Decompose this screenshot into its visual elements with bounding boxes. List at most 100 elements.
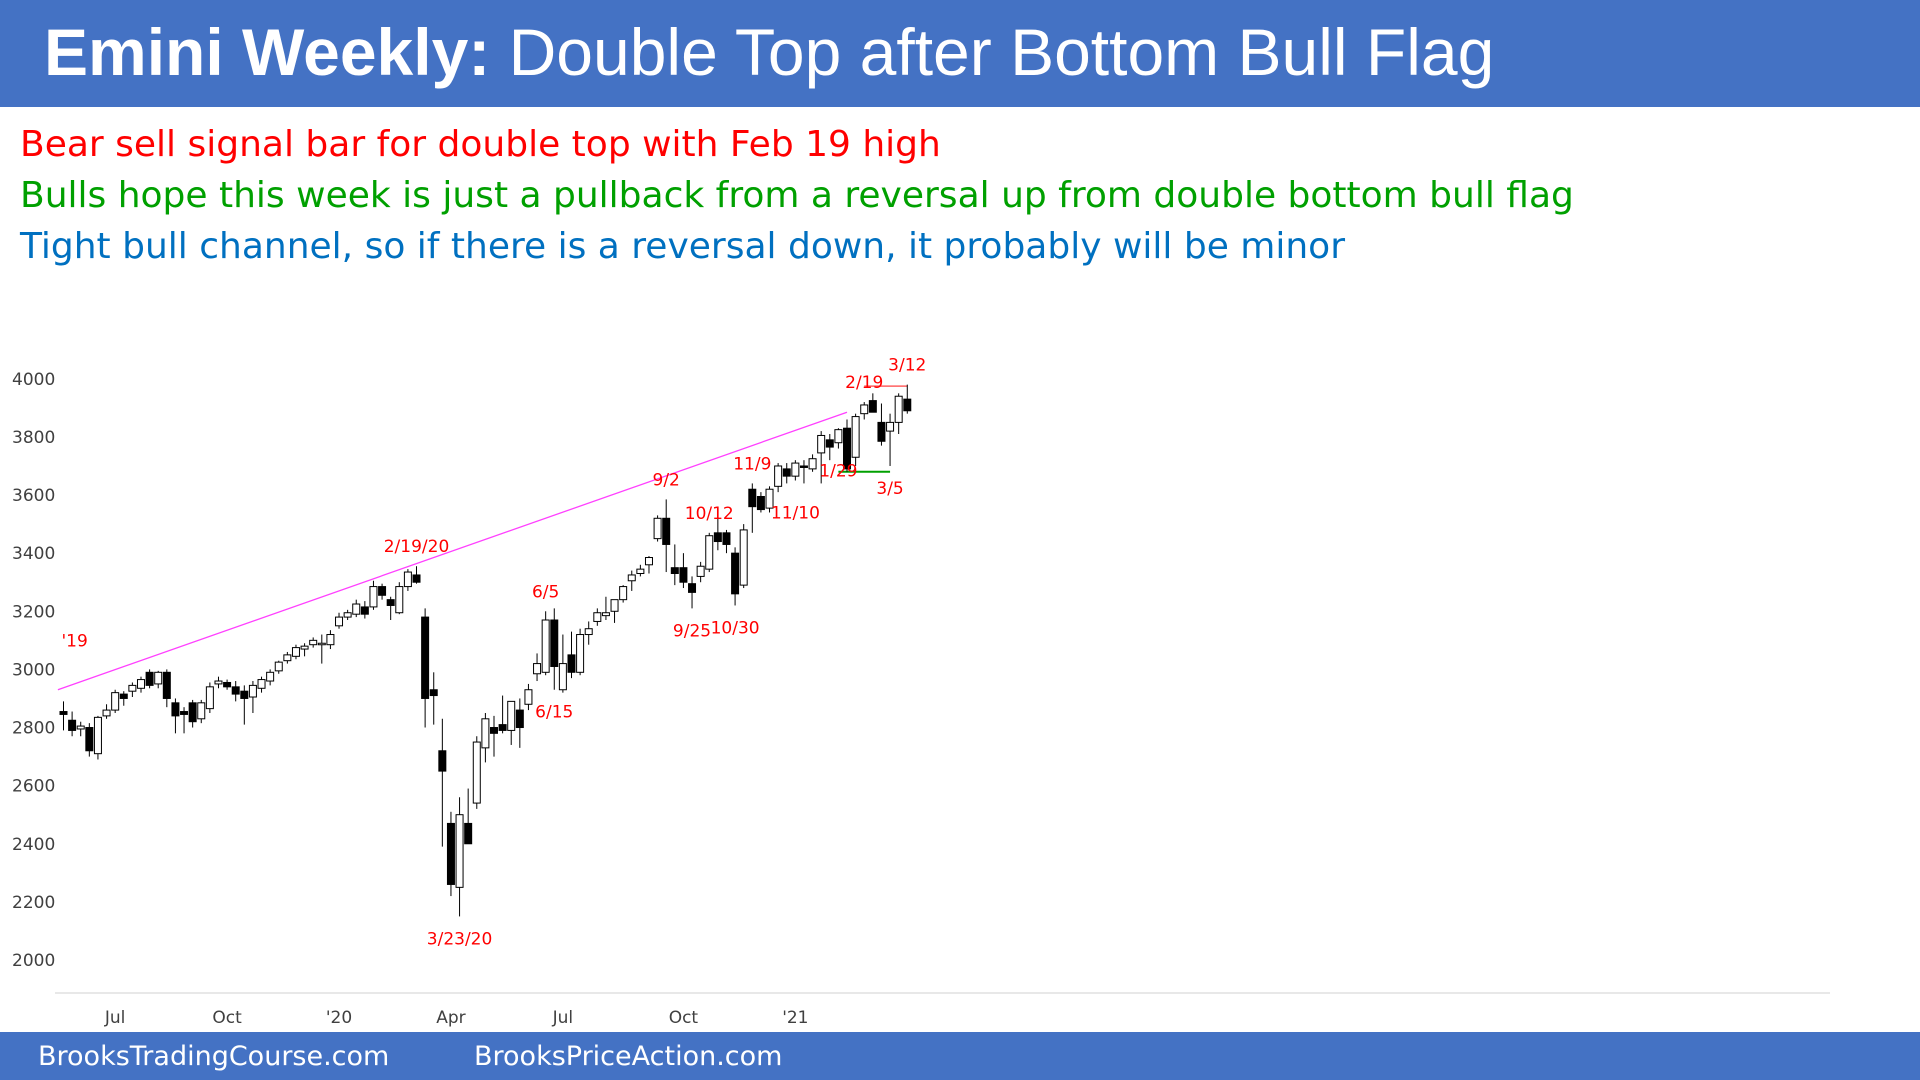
candle: [412, 566, 421, 584]
candle: [731, 547, 740, 606]
candle-body: [421, 616, 430, 699]
candle-body: [739, 529, 748, 586]
candle: [679, 553, 688, 589]
candle-body: [894, 395, 903, 423]
candle-body: [59, 711, 68, 715]
candle: [558, 634, 567, 693]
candle-body: [774, 465, 783, 487]
candle: [248, 681, 257, 713]
candle-body: [455, 814, 464, 888]
candle: [670, 544, 679, 586]
candle: [205, 682, 214, 713]
candle-body: [145, 671, 154, 686]
x-tick-label: Jul: [104, 1008, 126, 1028]
candle-body: [860, 404, 869, 415]
title-banner: Emini Weekly: Double Top after Bottom Bu…: [0, 0, 1920, 107]
candle-body: [446, 822, 455, 885]
candle: [309, 637, 318, 648]
y-axis: 2000 2200 2400 2600 2800 3000 3200 3400 3600 3800…: [12, 370, 55, 971]
candle-body: [756, 495, 765, 511]
candle: [76, 721, 85, 737]
x-tick-label: '21: [782, 1008, 808, 1028]
candle-body: [593, 612, 602, 622]
candle: [352, 599, 361, 618]
candle-body: [412, 574, 421, 583]
candle-body: [688, 583, 697, 593]
candle: [266, 669, 275, 686]
y-tick-label: 3000: [12, 660, 55, 680]
note-bull-hope: Bulls hope this week is just a pullback …: [20, 175, 1574, 216]
candle: [171, 698, 180, 734]
candle: [68, 711, 77, 737]
candle-body: [257, 679, 266, 689]
candle-body: [154, 671, 163, 685]
candle-body: [670, 567, 679, 575]
candle-body: [429, 689, 438, 697]
candle-body: [76, 725, 85, 730]
candle: [421, 608, 430, 728]
candle-body: [808, 458, 817, 470]
candle: [653, 515, 662, 542]
candle-body: [205, 686, 214, 710]
trendline: [57, 411, 848, 691]
candle: [180, 707, 189, 734]
candle: [343, 609, 352, 620]
y-tick-label: 3400: [12, 544, 55, 564]
candle: [386, 596, 395, 620]
date-label: '19: [62, 631, 88, 651]
x-tick-label: Oct: [212, 1008, 242, 1028]
note-sell-signal: Bear sell signal bar for double top with…: [20, 124, 941, 165]
candle: [644, 556, 653, 574]
candle: [696, 561, 705, 583]
candle-body: [877, 421, 886, 442]
candle-body: [274, 661, 283, 672]
candle: [748, 483, 757, 533]
candle-body: [610, 599, 619, 612]
candle: [335, 612, 344, 629]
candle-body: [567, 654, 576, 673]
candle: [662, 499, 671, 573]
candle-body: [731, 552, 740, 595]
candle: [739, 524, 748, 589]
candle: [515, 698, 524, 748]
candle: [119, 691, 128, 706]
candle-body: [343, 612, 352, 618]
candle: [464, 788, 473, 845]
candle: [834, 428, 843, 449]
candle-body: [524, 689, 533, 705]
candle-body: [834, 429, 843, 444]
candle: [576, 628, 585, 676]
date-label: 6/15: [535, 703, 573, 723]
candle-body: [85, 727, 94, 752]
candle-body: [128, 684, 137, 692]
candle: [722, 529, 731, 554]
candle-body: [619, 586, 628, 601]
footer-link-price-action[interactable]: BrooksPriceAction.com: [474, 1041, 783, 1072]
x-tick-label: Oct: [669, 1008, 699, 1028]
candle: [705, 532, 714, 573]
candles: [59, 384, 912, 917]
candle-body: [335, 616, 344, 627]
candle-body: [550, 619, 559, 667]
candle: [713, 512, 722, 551]
date-label: 2/19: [845, 373, 883, 393]
candle-body: [326, 634, 335, 646]
candle-body: [817, 434, 826, 454]
candle: [283, 651, 292, 664]
candle: [817, 431, 826, 484]
candle: [636, 564, 645, 577]
candle-body: [636, 568, 645, 575]
candle: [274, 660, 283, 674]
candle-body: [515, 709, 524, 729]
candle: [317, 634, 326, 664]
footer-link-trading-course[interactable]: BrooksTradingCourse.com: [38, 1041, 390, 1072]
candle-body: [498, 724, 507, 731]
candle-body: [490, 727, 498, 734]
candle-body: [231, 686, 240, 695]
candle: [326, 630, 335, 650]
candle: [610, 599, 619, 623]
date-label: 10/12: [685, 504, 734, 524]
candle-body: [291, 647, 300, 657]
candle: [868, 393, 877, 413]
trend-lines: [57, 385, 908, 691]
